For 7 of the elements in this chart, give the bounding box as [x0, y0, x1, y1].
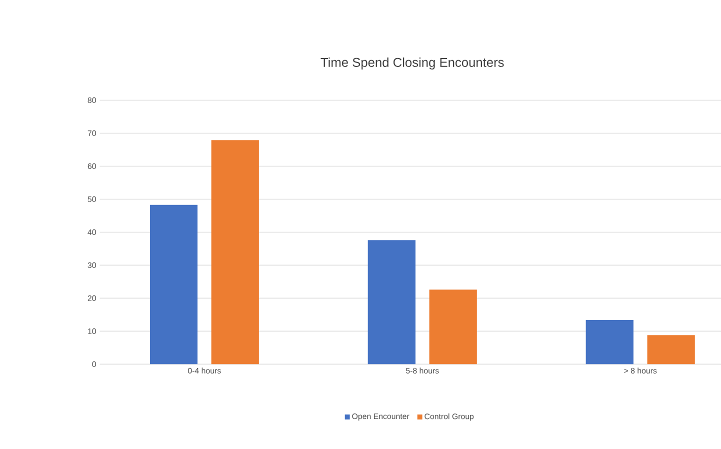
chart-title: Time Spend Closing Encounters: [320, 58, 504, 70]
bar: [211, 140, 259, 364]
bar: [647, 335, 695, 364]
bar: [429, 290, 477, 364]
bar: [150, 205, 198, 364]
bar: [368, 240, 416, 364]
bar: [586, 320, 634, 364]
